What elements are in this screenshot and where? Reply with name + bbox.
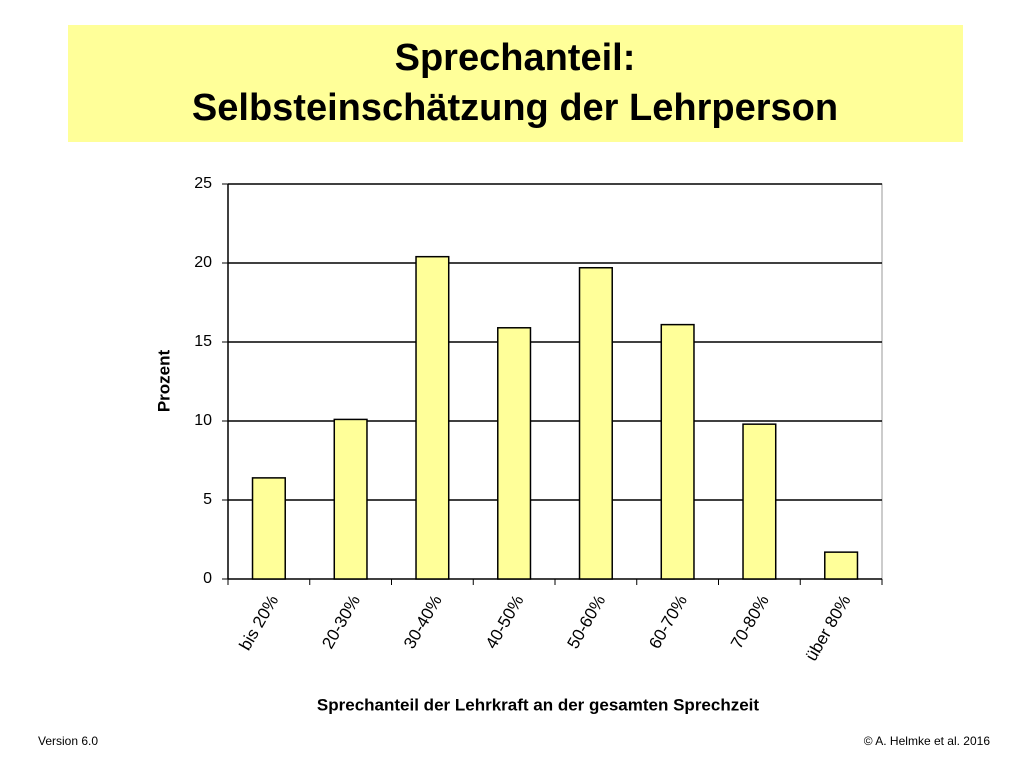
bar (333, 418, 368, 580)
x-tick-label: 50-60% (563, 592, 609, 652)
x-tick-label: 30-40% (400, 592, 446, 652)
y-tick-label: 5 (203, 491, 212, 508)
x-tick-label: 70-80% (727, 592, 773, 652)
title-box (68, 25, 963, 142)
bar (251, 477, 286, 580)
plot-area (227, 183, 883, 580)
x-tick-label: 20-30% (318, 592, 364, 652)
y-tick-label: 25 (194, 175, 212, 192)
bar (824, 551, 859, 580)
y-tick-label: 0 (203, 570, 212, 587)
footer-right: © A. Helmke et al. 2016 (864, 734, 991, 748)
y-tick-label: 15 (194, 333, 212, 350)
x-tick-label: bis 20% (236, 592, 283, 654)
footer-left: Version 6.0 (38, 734, 98, 748)
bar (497, 327, 532, 580)
bar (742, 423, 777, 580)
bar (578, 266, 613, 580)
bar (415, 255, 450, 580)
x-axis-label: Sprechanteil der Lehrkraft an der gesamt… (317, 695, 759, 714)
y-tick-label: 20 (194, 254, 212, 271)
x-tick-label: 40-50% (482, 592, 528, 652)
x-tick-label: 60-70% (645, 592, 691, 652)
y-tick-label: 10 (194, 412, 212, 429)
chart-subtitle: Selbsteinschätzung der Lehrperson (192, 87, 838, 129)
chart-title: Sprechanteil: (395, 37, 636, 79)
x-tick-label: über 80% (802, 592, 855, 665)
y-axis-label: Prozent (154, 349, 173, 412)
bar (660, 323, 695, 580)
